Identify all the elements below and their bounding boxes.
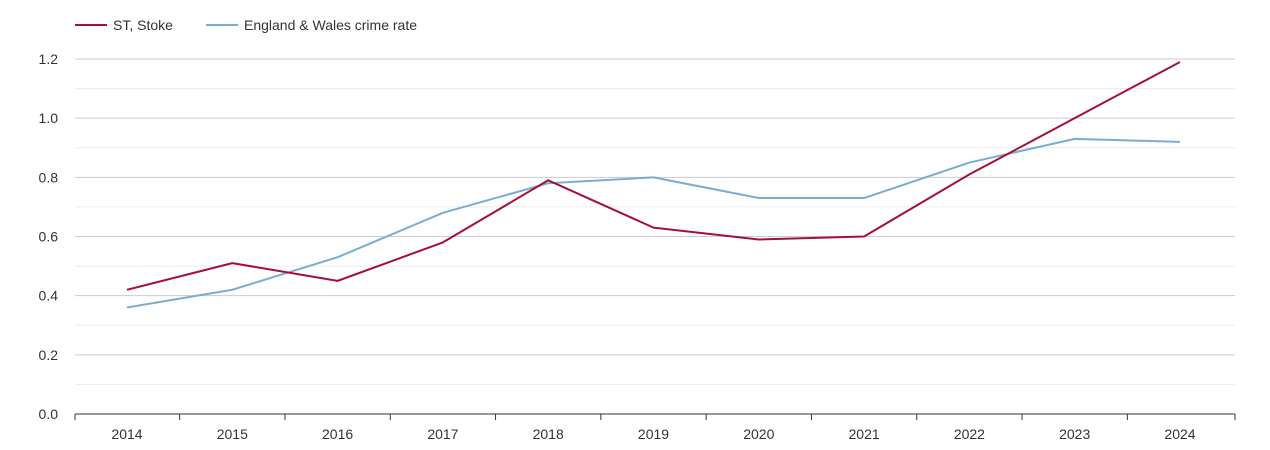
x-tick-label: 2015 [217,426,248,442]
legend-label-stoke: ST, Stoke [113,17,173,33]
legend-item-england-wales[interactable]: England & Wales crime rate [206,17,417,33]
x-tick-label: 2024 [1164,426,1195,442]
series-line-stoke [126,61,1181,291]
x-tick-label: 2014 [111,426,142,442]
x-tick-label: 2016 [322,426,353,442]
y-tick-label: 1.2 [39,51,59,67]
x-tick-label: 2019 [638,426,669,442]
legend-label-england-wales: England & Wales crime rate [244,17,417,33]
y-tick-label: 1.0 [39,110,59,126]
y-tick-label: 0.2 [39,347,59,363]
x-tick-label: 2021 [849,426,880,442]
y-tick-label: 0.6 [39,229,59,245]
legend: ST, Stoke England & Wales crime rate [75,17,417,33]
x-tick-label: 2022 [954,426,985,442]
series-line-england-wales [126,137,1181,309]
legend-item-stoke[interactable]: ST, Stoke [75,17,173,33]
x-tick-label: 2017 [427,426,458,442]
y-tick-label: 0.4 [39,288,59,304]
y-tick-label: 0.8 [39,169,59,185]
grid-lines [75,58,1235,385]
x-tick-label: 2020 [743,426,774,442]
x-tick-label: 2018 [533,426,564,442]
series-lines [126,61,1181,309]
x-tick-label: 2023 [1059,426,1090,442]
x-axis: 2014 2015 2016 2017 2018 2019 2020 2021 2022 2023… [74,413,1236,442]
y-tick-label: 0.0 [39,406,59,422]
y-axis: 0.0 0.2 0.4 0.6 0.8 1.0 1.2 [39,51,59,422]
